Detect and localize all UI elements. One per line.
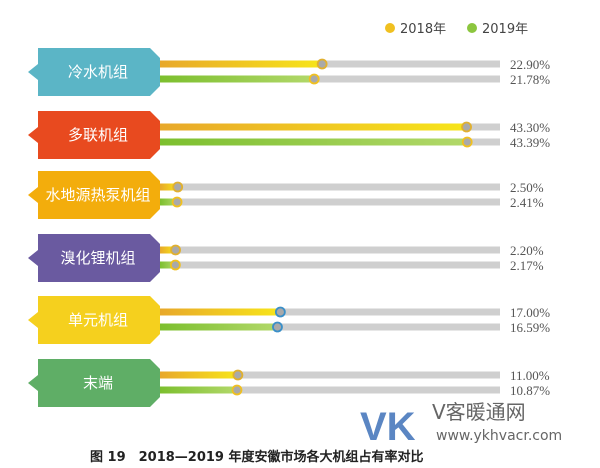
bar <box>160 323 278 331</box>
data-label: 2.17% <box>510 258 544 273</box>
data-label: 10.87% <box>510 383 550 398</box>
bar-track <box>160 371 500 379</box>
legend-label: 2019年 <box>482 22 528 37</box>
bar-track <box>160 261 500 269</box>
legend-label: 2018年 <box>400 22 446 37</box>
data-label: 2.20% <box>510 243 544 258</box>
bar-end-marker <box>232 369 244 381</box>
category-label: 单元机组 <box>68 311 128 329</box>
bar-end-marker <box>308 73 320 85</box>
category-tag <box>28 234 160 282</box>
bar-track <box>160 323 500 331</box>
bar-end-marker <box>461 121 472 133</box>
bar-end-marker <box>272 321 283 333</box>
data-label: 2.50% <box>510 180 544 195</box>
data-label: 21.78% <box>510 72 550 87</box>
chart-title: 图 19 2018—2019 年度安徽市场各大机组占有率对比 <box>90 449 424 465</box>
watermark-url: www.ykhvacr.com <box>436 428 562 444</box>
legend-marker <box>385 23 395 33</box>
bar-end-marker <box>169 259 181 271</box>
category-label: 末端 <box>83 374 113 392</box>
bar-end-marker <box>461 136 473 148</box>
bar <box>160 198 178 206</box>
bar-end-marker <box>171 196 183 208</box>
bar <box>160 123 467 131</box>
bar-track <box>160 246 500 254</box>
bar <box>160 261 176 269</box>
data-label: 22.90% <box>510 57 550 72</box>
bar-track <box>160 198 500 206</box>
bar <box>160 75 315 83</box>
bar-end-marker <box>274 306 286 318</box>
bar-end-marker <box>316 58 328 70</box>
category-tag <box>28 296 160 344</box>
bar-track <box>160 60 500 68</box>
bar <box>160 386 237 394</box>
bar-end-marker <box>170 244 181 256</box>
bar-end-marker <box>231 384 243 396</box>
data-label: 16.59% <box>510 320 550 335</box>
watermark-name: V客暖通网 <box>432 400 526 424</box>
category-label: 水地源热泵机组 <box>45 186 150 204</box>
bar <box>160 60 323 68</box>
data-label: 17.00% <box>510 305 550 320</box>
bar-track <box>160 386 500 394</box>
data-label: 43.30% <box>510 120 550 135</box>
bar <box>160 138 468 146</box>
bar-track <box>160 183 500 191</box>
category-label: 冷水机组 <box>68 63 128 81</box>
data-label: 11.00% <box>510 368 550 383</box>
bar <box>160 371 238 379</box>
category-tag <box>28 359 160 407</box>
data-label: 43.39% <box>510 135 550 150</box>
legend-marker <box>467 23 477 33</box>
category-tag <box>28 48 160 96</box>
category-label: 多联机组 <box>68 126 128 144</box>
bar <box>160 308 281 316</box>
category-label: 溴化锂机组 <box>60 249 135 267</box>
category-tag <box>28 171 160 219</box>
bar-track <box>160 75 500 83</box>
category-tag <box>28 111 160 159</box>
bar <box>160 246 176 254</box>
data-label: 2.41% <box>510 195 544 210</box>
bar-end-marker <box>172 181 184 193</box>
bar <box>160 183 178 191</box>
bar-track <box>160 308 500 316</box>
watermark-logo: VK <box>360 405 416 449</box>
